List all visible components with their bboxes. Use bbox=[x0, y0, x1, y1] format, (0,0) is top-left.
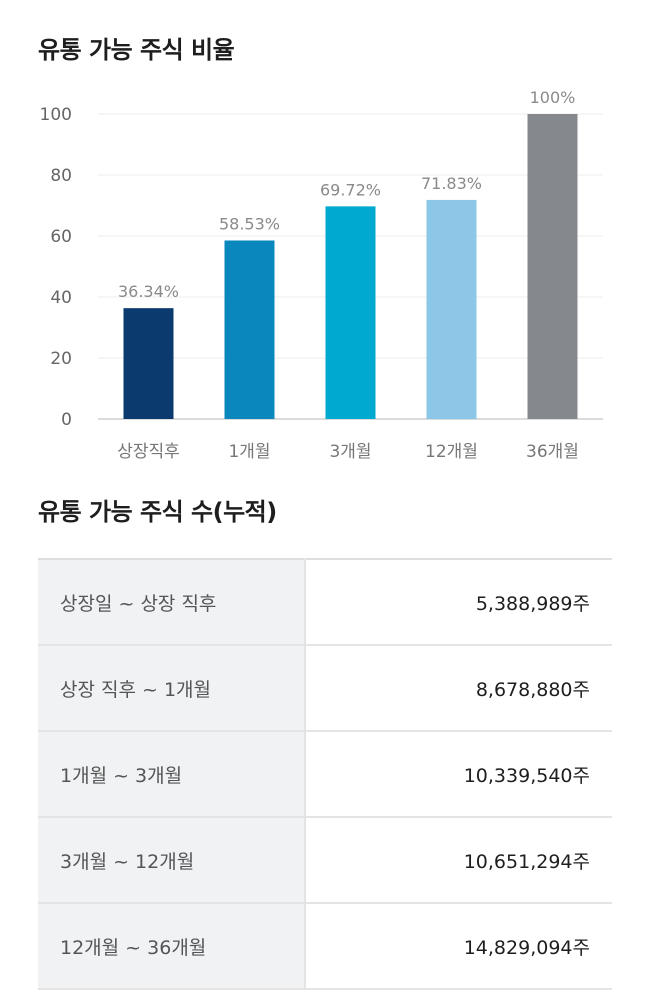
y-tick-label: 60 bbox=[50, 227, 72, 247]
share-count-table: 상장일 ~ 상장 직후 5,388,989주 상장 직후 ~ 1개월 8,678,88… bbox=[38, 558, 612, 990]
x-tick-label: 36개월 bbox=[526, 442, 579, 462]
bar bbox=[325, 206, 376, 419]
bar bbox=[527, 114, 578, 419]
data-label: 36.34% bbox=[118, 282, 179, 301]
period-cell: 상장일 ~ 상장 직후 bbox=[38, 559, 306, 646]
period-cell: 12개월 ~ 36개월 bbox=[38, 903, 306, 990]
y-tick-label: 80 bbox=[50, 166, 72, 186]
x-tick-label: 3개월 bbox=[329, 442, 371, 462]
y-tick-label: 20 bbox=[50, 349, 72, 369]
y-tick-label: 100 bbox=[40, 105, 72, 125]
table-row: 1개월 ~ 3개월 10,339,540주 bbox=[38, 731, 612, 818]
period-cell: 3개월 ~ 12개월 bbox=[38, 817, 306, 904]
data-label: 71.83% bbox=[421, 174, 482, 193]
chart-title: 유통 가능 주식 비율 bbox=[38, 36, 235, 64]
bar-chart: 0 20 40 60 80 100 36.34% 상장직후 58.53% 1개월 69.72% 3개월… bbox=[0, 70, 648, 480]
share-count-cell: 5,388,989주 bbox=[305, 559, 612, 646]
share-count-cell: 14,829,094주 bbox=[305, 903, 612, 990]
table-row: 3개월 ~ 12개월 10,651,294주 bbox=[38, 817, 612, 904]
table-row: 12개월 ~ 36개월 14,829,094주 bbox=[38, 903, 612, 990]
x-tick-label: 상장직후 bbox=[117, 442, 180, 462]
y-tick-label: 0 bbox=[61, 410, 72, 430]
table-row: 상장일 ~ 상장 직후 5,388,989주 bbox=[38, 559, 612, 646]
share-count-cell: 8,678,880주 bbox=[305, 645, 612, 732]
data-label: 69.72% bbox=[320, 180, 381, 199]
share-count-cell: 10,339,540주 bbox=[305, 731, 612, 818]
bar bbox=[123, 308, 174, 419]
bar-chart-svg: 0 20 40 60 80 100 36.34% 상장직후 58.53% 1개월 69.72% 3개월… bbox=[40, 88, 603, 462]
bar bbox=[426, 199, 477, 419]
period-cell: 상장 직후 ~ 1개월 bbox=[38, 645, 306, 732]
y-tick-label: 40 bbox=[50, 288, 72, 308]
share-count-cell: 10,651,294주 bbox=[305, 817, 612, 904]
data-label: 100% bbox=[530, 88, 576, 107]
table-title: 유통 가능 주식 수(누적) bbox=[38, 498, 277, 526]
table-row: 상장 직후 ~ 1개월 8,678,880주 bbox=[38, 645, 612, 732]
x-tick-label: 12개월 bbox=[425, 442, 478, 462]
period-cell: 1개월 ~ 3개월 bbox=[38, 731, 306, 818]
x-tick-label: 1개월 bbox=[228, 442, 270, 462]
bar bbox=[224, 240, 275, 419]
data-label: 58.53% bbox=[219, 214, 280, 233]
